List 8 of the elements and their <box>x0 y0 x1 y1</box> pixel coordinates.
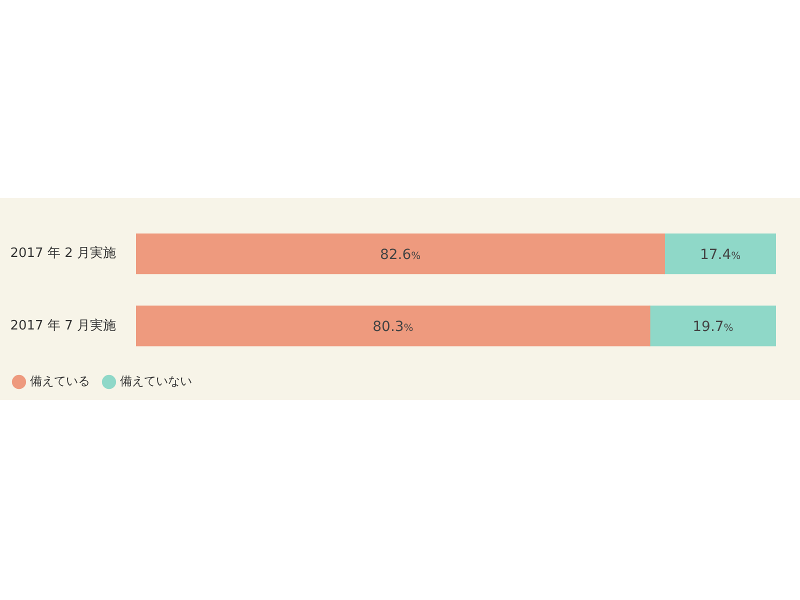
legend-label: 備えている <box>30 374 90 388</box>
data-label: 80.3% <box>372 318 414 335</box>
y-tick-label: 2017 年 2 月実施 <box>10 245 116 262</box>
data-label: 19.7% <box>692 318 734 335</box>
legend-label: 備えていない <box>120 374 192 388</box>
data-label: 17.4% <box>700 246 741 263</box>
data-label: 82.6% <box>380 246 421 263</box>
y-tick-label: 2017 年 7 月実施 <box>10 317 116 334</box>
